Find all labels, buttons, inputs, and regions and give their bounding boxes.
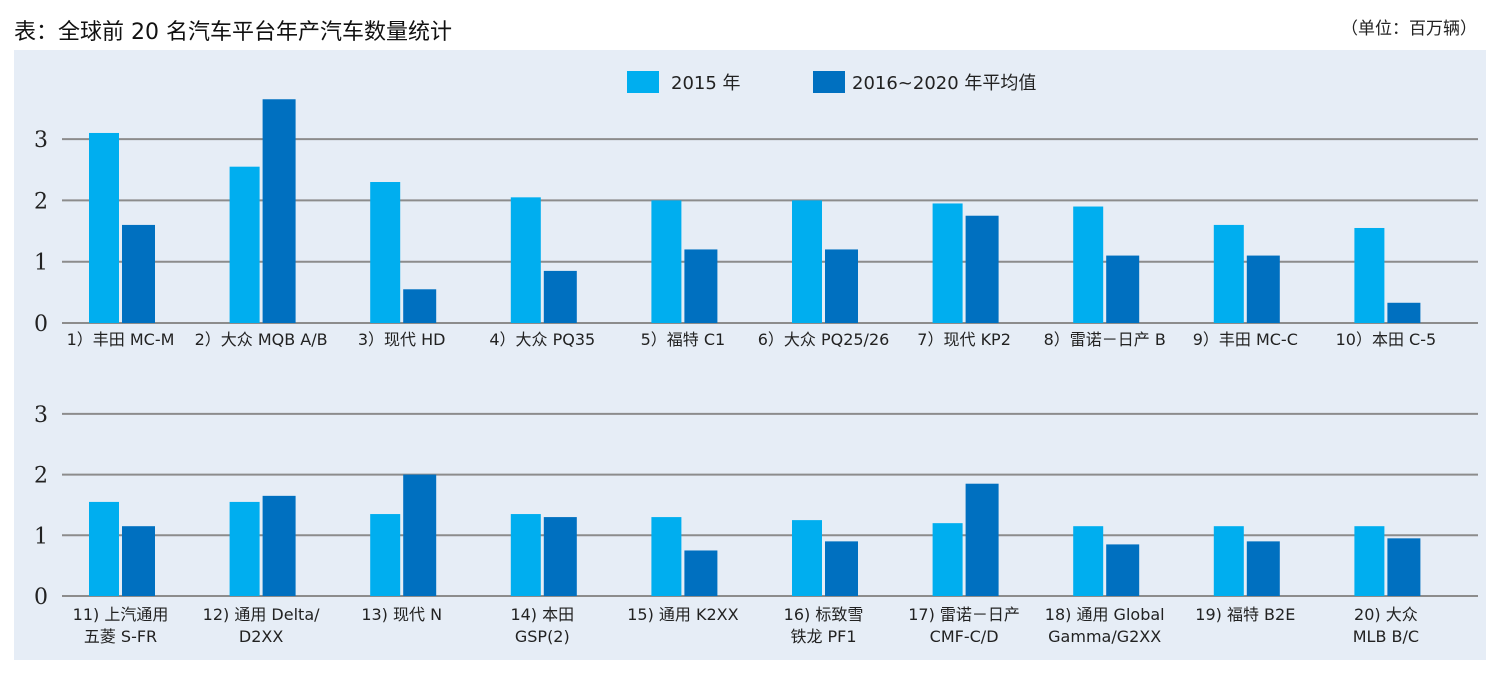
bar-avg: [543, 517, 577, 596]
bar-2015: [932, 203, 963, 323]
bar-avg: [543, 270, 577, 323]
bar-2015: [510, 514, 541, 596]
y-tick-label: 3: [34, 403, 48, 428]
bar-2015: [89, 501, 119, 596]
category-label: 19) 福特 B2E: [1195, 605, 1295, 624]
legend-label-avg: 2016~2020 年平均值: [852, 73, 1036, 94]
bar-2015: [370, 514, 401, 596]
bar-2015: [370, 182, 401, 323]
bar-2015: [1213, 224, 1244, 323]
y-tick-label: 2: [34, 464, 48, 489]
bar-2015: [229, 501, 260, 596]
category-label: 8）雷诺－日产 B: [1044, 330, 1166, 349]
category-label: 4）大众 PQ35: [489, 330, 595, 349]
category-label: 6）大众 PQ25/26: [758, 330, 890, 349]
legend: 2015 年 2016~2020 年平均值: [627, 71, 1036, 94]
bar-avg: [684, 249, 718, 323]
legend-swatch-2015: [627, 71, 659, 93]
bar-2015: [1354, 526, 1385, 596]
category-label: 12) 通用 Delta/D2XX: [203, 605, 320, 646]
bar-avg: [403, 289, 437, 323]
bar-2015: [932, 523, 963, 596]
bar-2015: [792, 520, 822, 596]
bar-2015: [89, 132, 119, 323]
category-label: 20) 大众 MLB B/C: [1353, 605, 1419, 646]
bar-2015: [792, 200, 822, 323]
y-tick-label: 0: [34, 312, 48, 337]
bar-avg: [122, 526, 155, 596]
bar-2015: [1073, 206, 1104, 323]
unit-label: （单位：百万辆）: [1341, 19, 1477, 39]
y-tick-label: 0: [34, 585, 48, 610]
bar-avg: [122, 224, 155, 323]
y-tick-label: 1: [34, 251, 48, 276]
bar-avg: [262, 99, 296, 323]
bar-2015: [510, 197, 541, 323]
category-label: 11) 上汽通用五菱 S-FR: [73, 605, 169, 646]
bar-avg: [965, 215, 999, 323]
category-label: 13) 现代 N: [361, 605, 442, 624]
category-label: 10）本田 C-5: [1336, 330, 1437, 349]
bar-2015: [651, 200, 682, 323]
y-tick-label: 2: [34, 189, 48, 214]
y-tick-label: 3: [34, 128, 48, 153]
bar-avg: [1387, 302, 1421, 323]
category-label: 2）大众 MQB A/B: [195, 330, 328, 349]
bar-avg: [684, 550, 718, 596]
bar-avg: [825, 249, 858, 323]
y-tick-label: 1: [34, 524, 48, 549]
bar-2015: [1213, 526, 1244, 596]
category-label: 1）丰田 MC-M: [67, 330, 175, 349]
category-label: 18) 通用 Global Gamma/G2XX: [1045, 605, 1165, 646]
bar-avg: [965, 483, 999, 596]
bar-avg: [1106, 544, 1140, 596]
bar-2015: [651, 517, 682, 596]
bar-avg: [262, 495, 296, 596]
bar-avg: [1246, 541, 1280, 596]
bar-2015: [229, 166, 260, 323]
legend-label-2015: 2015 年: [671, 73, 741, 94]
category-label: 7）现代 KP2: [917, 330, 1011, 349]
bar-avg: [403, 474, 437, 596]
category-label: 16) 标致雪铁龙 PF1: [784, 605, 864, 646]
legend-swatch-avg: [813, 71, 845, 93]
category-label: 17) 雷诺－日产 CMF-C/D: [908, 605, 1020, 646]
bar-2015: [1354, 227, 1385, 323]
bar-avg: [825, 541, 858, 596]
bar-avg: [1246, 255, 1280, 323]
category-label: 14) 本田 GSP(2): [510, 605, 574, 646]
bar-avg: [1387, 538, 1421, 596]
category-label: 3）现代 HD: [358, 330, 446, 349]
category-label: 15) 通用 K2XX: [627, 605, 738, 624]
chart-title: 表：全球前 20 名汽车平台年产汽车数量统计: [14, 20, 452, 45]
bar-2015: [1073, 526, 1104, 596]
category-label: 5）福特 C1: [641, 330, 726, 349]
category-label: 9）丰田 MC-C: [1193, 330, 1298, 349]
bar-avg: [1106, 255, 1140, 323]
